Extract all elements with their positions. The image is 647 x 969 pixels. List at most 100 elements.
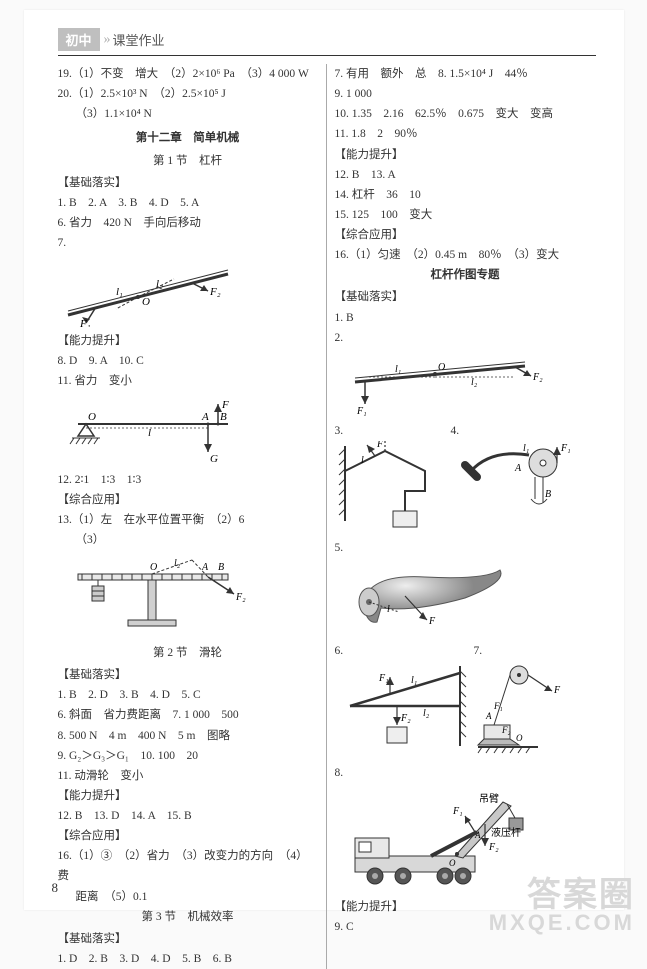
s1-13a: 13.（1）左 在水平位置平衡 （2）6 (58, 510, 318, 530)
figure-lever1: O l₁ l₂ F₁ F₂ (58, 257, 318, 327)
s1-ans8: 8. D 9. A 10. C (58, 351, 318, 371)
svg-text:B: B (545, 489, 551, 500)
svg-text:l₂: l₂ (471, 377, 478, 388)
header-tag: 初中 (58, 28, 100, 51)
r-q15: 15. 125 100 变大 (335, 205, 596, 225)
svg-text:F₂: F₂ (501, 725, 511, 735)
figure-r7: F A O F₁ F₂ (474, 661, 569, 756)
page-header: 初中 » 课堂作业 (58, 28, 596, 56)
r-nengli2: 【能力提升】 (335, 897, 596, 917)
svg-text:l₁: l₁ (523, 443, 529, 454)
svg-text:F₂: F₂ (400, 713, 411, 724)
r-q7: 7. 有用 额外 总 8. 1.5×10⁴ J 44％ (335, 64, 596, 84)
svg-text:F₂: F₂ (532, 372, 543, 383)
svg-text:l: l (361, 455, 364, 466)
page-number: 8 (52, 880, 59, 896)
svg-text:O: O (516, 733, 523, 743)
figure-r6: F₁ l₁ F₂ l₂ (335, 661, 470, 756)
s2-16a: 16.（1）③ （2）省力 （3）改变力的方向 （4）费 (58, 846, 318, 886)
left-column: 19.（1）不变 增大 （2）2×10⁶ Pa （3）4 000 W 20.（1… (58, 64, 327, 969)
section3-title: 第 3 节 机械效率 (58, 907, 318, 927)
svg-text:l₂: l₂ (423, 708, 430, 719)
label-A: A (201, 411, 209, 423)
r-q16: 16.（1）匀速 （2）0.45 m 80％ （3）变大 (335, 245, 596, 265)
svg-text:F₁: F₁ (452, 806, 463, 817)
s1-13b: （3） (58, 530, 318, 550)
r-q10: 10. 1.35 2.16 62.5％ 0.675 变大 变高 (335, 104, 596, 124)
q20a: 20.（1）2.5×10³ N （2）2.5×10⁵ J (58, 84, 318, 104)
r-q14: 14. 杠杆 36 10 (335, 185, 596, 205)
zhuanti-title: 杠杆作图专题 (335, 265, 596, 285)
svg-text:F₂: F₂ (488, 842, 499, 853)
r-nengli: 【能力提升】 (335, 145, 596, 165)
label-F: F (221, 399, 229, 411)
label-l1: l₁ (116, 286, 123, 298)
jichu3: 【基础落实】 (58, 929, 318, 949)
s3-ans1: 1. D 2. B 3. D 4. D 5. B 6. B (58, 949, 318, 969)
svg-text:F₁: F₁ (560, 443, 571, 454)
s2-ans6: 6. 斜面 省力费距离 7. 1 000 500 (58, 705, 318, 725)
label-F2: F₂ (235, 592, 246, 603)
svg-text:A: A (514, 463, 522, 474)
z6-label: 6. (335, 641, 470, 661)
s1-7: 7. (58, 233, 318, 253)
label-A: A (201, 562, 209, 573)
svg-text:F: F (376, 441, 384, 450)
nengli2: 【能力提升】 (58, 786, 318, 806)
jichu1: 【基础落实】 (58, 173, 318, 193)
svg-text:液压杆: 液压杆 (491, 826, 521, 839)
figure-beam: O A B l G F (58, 396, 318, 466)
svg-text:F: F (428, 616, 436, 627)
s2-ans1: 1. B 2. D 3. B 4. D 5. C (58, 685, 318, 705)
figure-r5: l F (335, 562, 596, 637)
right-column: 7. 有用 额外 总 8. 1.5×10⁴ J 44％ 9. 1 000 10.… (327, 64, 596, 969)
label-l: l (148, 427, 151, 439)
zonghe1: 【综合应用】 (58, 490, 318, 510)
s2-ans8: 8. 500 N 4 m 400 N 5 m 图略 (58, 726, 318, 746)
svg-text:吊臂: 吊臂 (479, 792, 499, 805)
label-O: O (142, 296, 150, 308)
svg-text:O: O (449, 858, 456, 868)
r-q9: 9. 1 000 (335, 84, 596, 104)
label-O: O (150, 562, 157, 573)
svg-text:O: O (438, 362, 445, 373)
svg-text:F: F (553, 685, 561, 696)
s2-16b: 距离 （5）0.1 (58, 887, 318, 907)
r-q11: 11. 1.8 2 90％ (335, 124, 596, 144)
zonghe2: 【综合应用】 (58, 826, 318, 846)
figures-6-7: 6. F₁ l₁ F₂ (335, 641, 596, 763)
figure-r4: F₁ l₁ A B (451, 441, 571, 531)
label-F1: F₁ (79, 318, 91, 327)
figure-stand: O l₂ A B F₂ (58, 554, 318, 639)
z7-label: 7. (474, 641, 569, 661)
s1-12: 12. 2∶1 1∶3 1∶3 (58, 470, 318, 490)
label-G: G (210, 453, 218, 465)
label-B: B (220, 411, 227, 423)
label-l2: l₂ (156, 278, 163, 290)
header-title: 课堂作业 (113, 30, 165, 49)
s1-ans1: 1. B 2. A 3. B 4. D 5. A (58, 193, 318, 213)
svg-text:F₁: F₁ (493, 701, 503, 711)
svg-text:A: A (485, 711, 492, 721)
r-q12: 12. B 13. A (335, 165, 596, 185)
figures-3-4: 3. F l 4. (335, 421, 596, 538)
svg-text:l: l (387, 604, 390, 615)
svg-text:l₁: l₁ (411, 675, 417, 686)
s1-ans6: 6. 省力 420 N 手向后移动 (58, 213, 318, 233)
figure-r2: l₁ O l₂ F₁ F₂ (335, 352, 596, 417)
chapter-title: 第十二章 简单机械 (58, 128, 318, 148)
label-F2: F₂ (209, 286, 221, 298)
z3-label: 3. (335, 421, 445, 441)
z2: 2. (335, 328, 596, 348)
section2-title: 第 2 节 滑轮 (58, 643, 318, 663)
z1: 1. B (335, 308, 596, 328)
s2-ans11: 11. 动滑轮 变小 (58, 766, 318, 786)
r-zonghe: 【综合应用】 (335, 225, 596, 245)
svg-text:F₁: F₁ (378, 673, 389, 684)
label-O: O (88, 411, 96, 423)
svg-text:F₁: F₁ (356, 406, 367, 417)
q20b: （3）1.1×10⁴ N (58, 104, 318, 124)
s1-ans11: 11. 省力 变小 (58, 371, 318, 391)
label-B: B (218, 562, 224, 573)
page: 初中 » 课堂作业 19.（1）不变 增大 （2）2×10⁶ Pa （3）4 0… (24, 10, 624, 910)
